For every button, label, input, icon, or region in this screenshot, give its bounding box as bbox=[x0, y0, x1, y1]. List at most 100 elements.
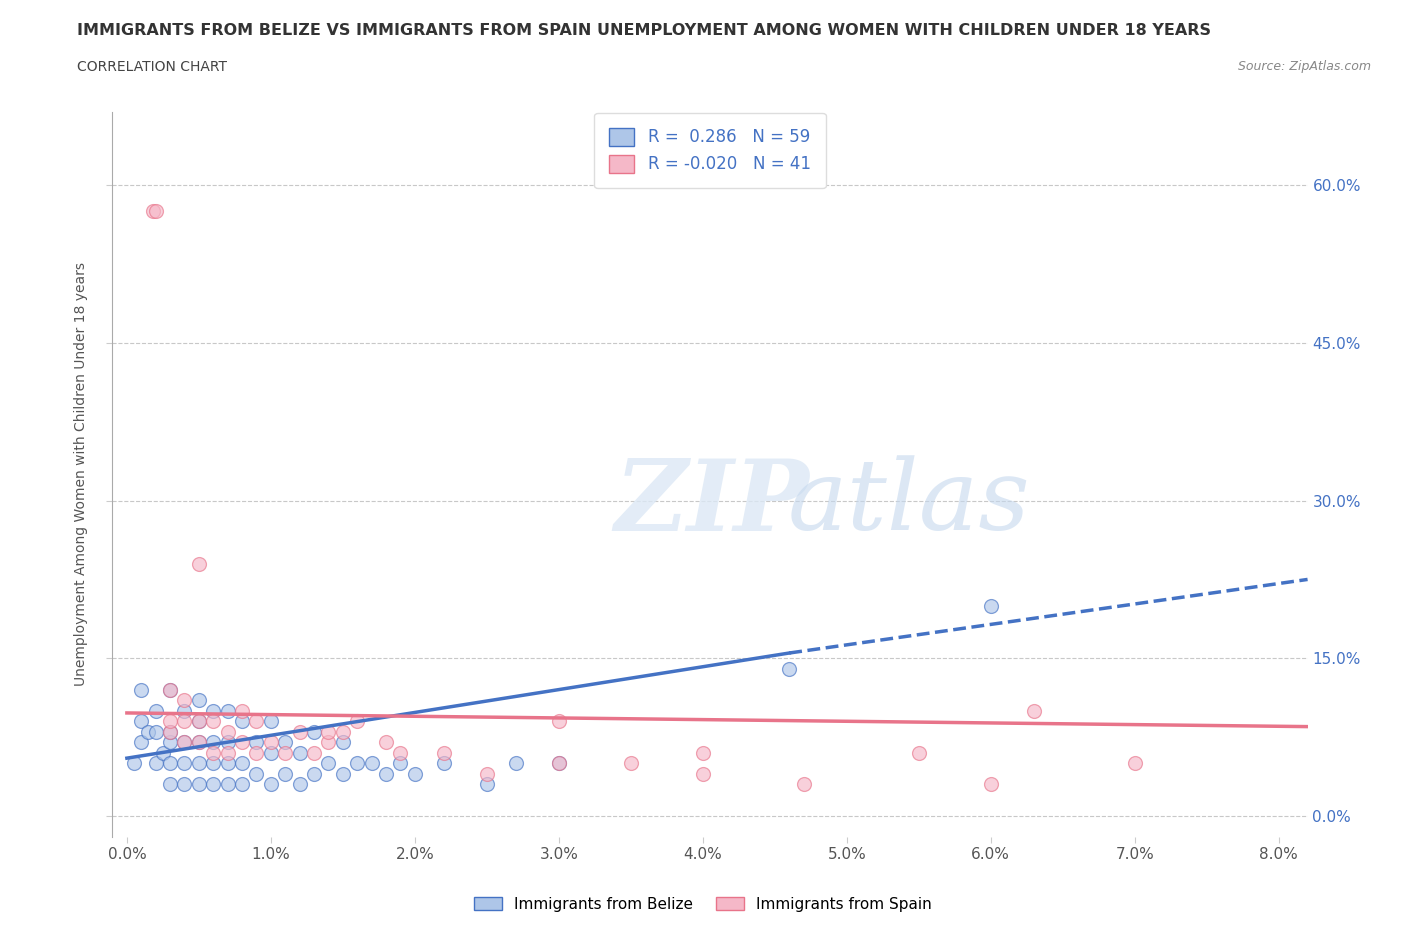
Point bbox=[187, 693, 209, 708]
Point bbox=[433, 756, 456, 771]
Point bbox=[129, 735, 152, 750]
Point bbox=[159, 683, 181, 698]
Text: ZIP: ZIP bbox=[614, 455, 810, 551]
Point bbox=[375, 735, 398, 750]
Point bbox=[202, 777, 225, 791]
Text: atlas: atlas bbox=[787, 456, 1031, 551]
Point bbox=[159, 777, 181, 791]
Text: CORRELATION CHART: CORRELATION CHART bbox=[77, 60, 228, 74]
Point bbox=[245, 766, 267, 781]
Point bbox=[187, 735, 209, 750]
Point bbox=[346, 756, 368, 771]
Point bbox=[231, 756, 253, 771]
Point bbox=[145, 204, 167, 219]
Point bbox=[288, 746, 311, 761]
Point bbox=[389, 756, 412, 771]
Point bbox=[547, 714, 569, 729]
Point bbox=[1022, 703, 1045, 718]
Point bbox=[231, 703, 253, 718]
Point bbox=[274, 746, 297, 761]
Point bbox=[778, 661, 800, 676]
Point bbox=[288, 724, 311, 739]
Y-axis label: Unemployment Among Women with Children Under 18 years: Unemployment Among Women with Children U… bbox=[75, 262, 89, 686]
Point bbox=[692, 746, 714, 761]
Point bbox=[217, 703, 239, 718]
Point bbox=[980, 777, 1002, 791]
Point bbox=[217, 777, 239, 791]
Point bbox=[475, 777, 498, 791]
Point bbox=[187, 714, 209, 729]
Point bbox=[217, 746, 239, 761]
Point bbox=[217, 735, 239, 750]
Point bbox=[159, 714, 181, 729]
Point bbox=[145, 724, 167, 739]
Point bbox=[173, 735, 195, 750]
Point bbox=[274, 766, 297, 781]
Point bbox=[159, 756, 181, 771]
Point bbox=[187, 777, 209, 791]
Point bbox=[288, 777, 311, 791]
Legend: R =  0.286   N = 59, R = -0.020   N = 41: R = 0.286 N = 59, R = -0.020 N = 41 bbox=[595, 113, 825, 189]
Text: IMMIGRANTS FROM BELIZE VS IMMIGRANTS FROM SPAIN UNEMPLOYMENT AMONG WOMEN WITH CH: IMMIGRANTS FROM BELIZE VS IMMIGRANTS FRO… bbox=[77, 23, 1212, 38]
Point bbox=[475, 766, 498, 781]
Point bbox=[245, 746, 267, 761]
Point bbox=[202, 703, 225, 718]
Point bbox=[375, 766, 398, 781]
Point bbox=[793, 777, 815, 791]
Point bbox=[187, 756, 209, 771]
Point bbox=[692, 766, 714, 781]
Point bbox=[202, 735, 225, 750]
Point bbox=[318, 756, 340, 771]
Point bbox=[173, 735, 195, 750]
Point bbox=[980, 598, 1002, 613]
Point bbox=[217, 756, 239, 771]
Point bbox=[173, 777, 195, 791]
Point bbox=[173, 703, 195, 718]
Point bbox=[231, 735, 253, 750]
Point bbox=[217, 724, 239, 739]
Point bbox=[173, 756, 195, 771]
Point bbox=[274, 735, 297, 750]
Point bbox=[302, 766, 325, 781]
Point bbox=[302, 746, 325, 761]
Text: Source: ZipAtlas.com: Source: ZipAtlas.com bbox=[1237, 60, 1371, 73]
Point bbox=[245, 714, 267, 729]
Point bbox=[302, 724, 325, 739]
Point bbox=[129, 683, 152, 698]
Point bbox=[142, 204, 165, 219]
Point bbox=[159, 683, 181, 698]
Point bbox=[187, 714, 209, 729]
Point bbox=[173, 693, 195, 708]
Point bbox=[159, 724, 181, 739]
Point bbox=[152, 746, 174, 761]
Point bbox=[187, 735, 209, 750]
Point bbox=[1123, 756, 1146, 771]
Point bbox=[318, 735, 340, 750]
Point bbox=[202, 756, 225, 771]
Point bbox=[231, 714, 253, 729]
Point bbox=[332, 735, 354, 750]
Point bbox=[260, 746, 283, 761]
Point bbox=[389, 746, 412, 761]
Point bbox=[260, 714, 283, 729]
Legend: Immigrants from Belize, Immigrants from Spain: Immigrants from Belize, Immigrants from … bbox=[468, 890, 938, 918]
Point bbox=[547, 756, 569, 771]
Point bbox=[332, 724, 354, 739]
Point bbox=[318, 724, 340, 739]
Point bbox=[202, 746, 225, 761]
Point bbox=[433, 746, 456, 761]
Point bbox=[404, 766, 426, 781]
Point bbox=[145, 703, 167, 718]
Point bbox=[360, 756, 382, 771]
Point bbox=[620, 756, 643, 771]
Point bbox=[260, 777, 283, 791]
Point bbox=[145, 756, 167, 771]
Point bbox=[173, 714, 195, 729]
Point bbox=[245, 735, 267, 750]
Point bbox=[505, 756, 527, 771]
Point bbox=[159, 724, 181, 739]
Point bbox=[346, 714, 368, 729]
Point bbox=[231, 777, 253, 791]
Point bbox=[187, 556, 209, 571]
Point bbox=[202, 714, 225, 729]
